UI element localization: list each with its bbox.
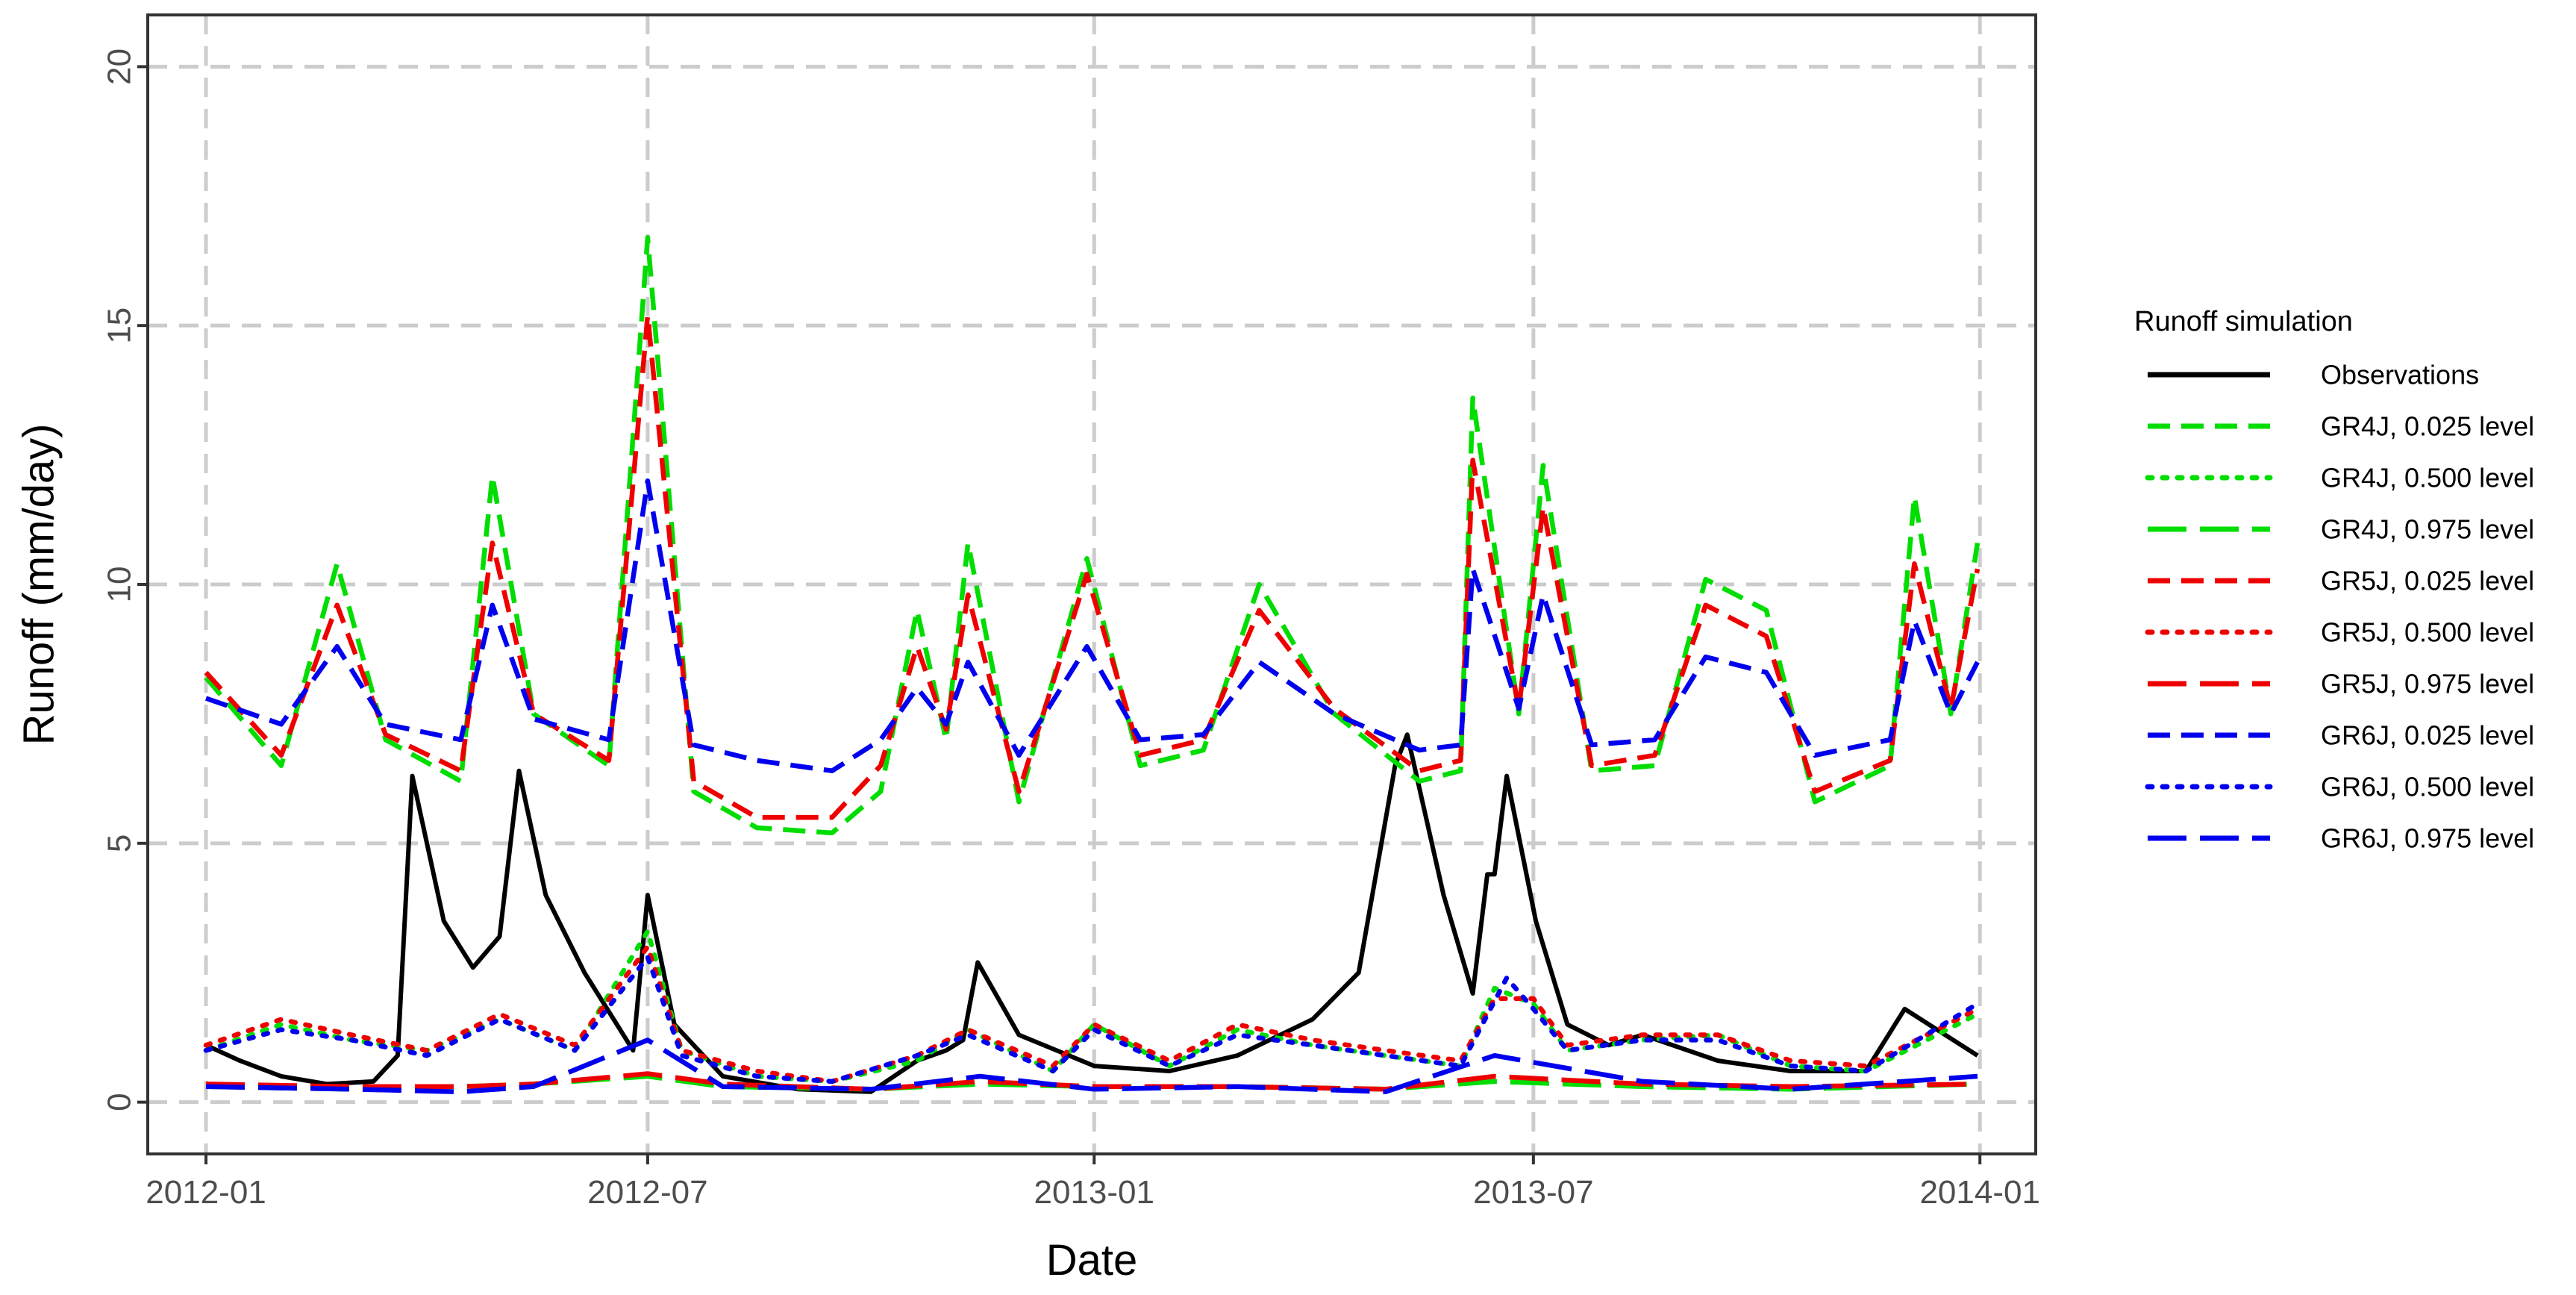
series-line-gr5j-0-025-level (204, 313, 1981, 820)
legend-title: Runoff simulation (2134, 306, 2353, 337)
legend-label: GR6J, 0.025 level (2321, 720, 2534, 751)
y-axis-title: Runoff (mm/day) (15, 424, 63, 746)
series-lines (203, 235, 1981, 1095)
legend-label: GR5J, 0.500 level (2321, 617, 2534, 648)
series-line-gr6j-0-975-level (205, 1037, 1978, 1095)
series-line-gr5j-0-975-level (205, 1071, 1978, 1092)
x-axis-title: Date (1046, 1236, 1138, 1285)
y-tick-label: 10 (101, 567, 138, 603)
legend-label: GR4J, 0.975 level (2321, 514, 2534, 545)
legend: Runoff simulation Observations GR4J, 0.02… (2134, 306, 2534, 854)
legend-label: Observations (2321, 360, 2479, 390)
x-tick-label: 2013-01 (1034, 1174, 1154, 1211)
y-tick-label: 0 (101, 1093, 138, 1111)
x-tick-label: 2012-07 (587, 1174, 707, 1211)
series-line-gr6j-0-025-level (204, 478, 1980, 773)
legend-label: GR5J, 0.975 level (2321, 669, 2534, 699)
x-tick-label: 2013-07 (1473, 1174, 1593, 1211)
y-tick-label: 20 (101, 49, 138, 85)
grid-lines (148, 15, 2036, 1154)
y-axis-ticks: 0 5 10 15 20 (101, 49, 148, 1111)
series-line-gr6j-0-500-level (203, 955, 1981, 1085)
legend-label: GR6J, 0.500 level (2321, 772, 2534, 802)
legend-label: GR4J, 0.500 level (2321, 463, 2534, 493)
y-tick-label: 5 (101, 834, 138, 852)
y-tick-label: 15 (101, 308, 138, 344)
legend-label: GR4J, 0.025 level (2321, 411, 2534, 442)
x-tick-label: 2014-01 (1919, 1174, 2039, 1211)
series-line-gr5j-0-500-level (203, 944, 1981, 1085)
legend-label: GR5J, 0.025 level (2321, 566, 2534, 596)
x-tick-label: 2012-01 (146, 1174, 266, 1211)
series-line-observations (204, 732, 1979, 1094)
x-axis-ticks: 2012-01 2012-07 2013-01 2013-07 2014-01 (146, 1154, 2040, 1211)
legend-label: GR6J, 0.975 level (2321, 823, 2534, 854)
